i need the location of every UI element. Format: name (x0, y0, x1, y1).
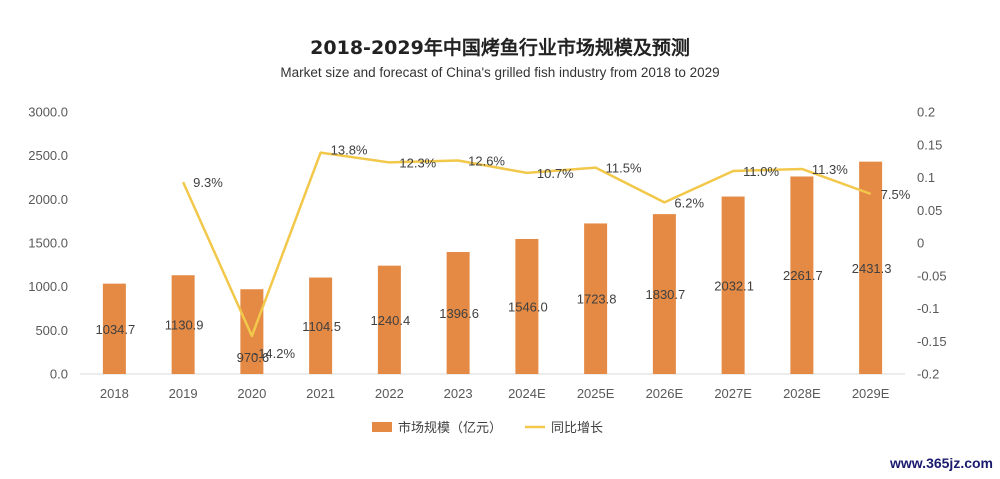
bar (652, 214, 676, 374)
right-axis-tick-label: 0.15 (917, 137, 942, 152)
x-axis-tick-label: 2022 (375, 386, 404, 401)
left-axis-tick-label: 500.0 (35, 323, 68, 338)
bar (171, 275, 195, 374)
left-axis-tick-label: 2500.0 (28, 148, 68, 163)
bar-data-label: 2261.7 (783, 268, 823, 283)
legend-label-bar: 市场规模（亿元） (398, 420, 502, 436)
bar (446, 252, 470, 374)
bar-data-label: 1830.7 (645, 287, 685, 302)
bar-data-label: 1546.0 (508, 299, 548, 314)
left-axis-tick-label: 3000.0 (28, 105, 68, 120)
line-data-label: 11.5% (606, 161, 642, 176)
chart-subtitle: Market size and forecast of China's gril… (280, 65, 720, 80)
line-data-label: 12.6% (468, 153, 505, 168)
x-axis-tick-label: 2026E (646, 386, 684, 401)
line-data-label: 6.2% (674, 195, 704, 210)
bar-data-label: 1240.4 (370, 313, 410, 328)
bar (584, 223, 608, 374)
bar (309, 277, 333, 374)
left-axis-tick-label: 1000.0 (28, 279, 68, 294)
watermark-text: www.365jz.com (889, 455, 993, 471)
bar (721, 196, 745, 374)
growth-line (181, 151, 872, 338)
right-axis-tick-label: 0.2 (917, 105, 935, 120)
right-axis-tick-label: -0.05 (917, 268, 947, 283)
left-axis-tick-label: 1500.0 (28, 236, 68, 251)
line-data-label: -14.2% (254, 346, 296, 361)
line-data-label: 9.3% (193, 175, 223, 190)
bar-data-label: 1396.6 (439, 306, 479, 321)
x-axis-tick-label: 2021 (306, 386, 335, 401)
line-data-label: 11.3% (812, 162, 848, 177)
right-axis-tick-label: -0.2 (917, 367, 939, 382)
bar (790, 176, 814, 374)
right-axis-tick-label: -0.1 (917, 301, 939, 316)
x-axis-tick-label: 2018 (100, 386, 129, 401)
left-axis-tick-label: 0.0 (50, 367, 68, 382)
x-axis-tick-label: 2027E (714, 386, 752, 401)
line-data-label: 12.3% (399, 155, 436, 170)
bar-data-label: 2431.3 (852, 261, 892, 276)
line-data-label: 10.7% (537, 166, 574, 181)
chart-title: 2018-2029年中国烤鱼行业市场规模及预测 (310, 37, 690, 59)
legend-swatch-bar (372, 422, 392, 432)
x-axis-tick-label: 2019 (169, 386, 198, 401)
line-data-label: 11.0% (743, 164, 779, 179)
bar-data-label: 2032.1 (714, 278, 754, 293)
bar-data-label: 1130.9 (165, 318, 204, 333)
x-axis-tick-label: 2023 (444, 386, 473, 401)
bar-data-label: 1723.8 (577, 292, 617, 307)
bar-data-label: 1034.7 (95, 322, 135, 337)
right-axis-tick-label: 0.05 (917, 203, 942, 218)
x-axis-tick-label: 2028E (783, 386, 821, 401)
right-axis-tick-label: -0.15 (917, 334, 947, 349)
bar (240, 289, 264, 374)
bar (377, 265, 401, 374)
bar-data-label: 970.6 (237, 350, 270, 365)
x-axis-tick-label: 2025E (577, 386, 615, 401)
x-axis-tick-label: 2029E (852, 386, 890, 401)
left-axis-tick-label: 2000.0 (28, 192, 68, 207)
line-data-label: 7.5% (881, 187, 911, 202)
bar (102, 283, 126, 374)
line-data-label: 13.8% (331, 143, 368, 158)
bar-data-label: 1104.5 (302, 319, 341, 334)
legend-label-line: 同比增长 (551, 421, 603, 436)
x-axis-tick-label: 2024E (508, 386, 546, 401)
bar (859, 161, 883, 374)
right-axis-tick-label: 0.1 (917, 170, 935, 185)
right-axis-tick-label: 0 (917, 236, 924, 251)
x-axis-tick-label: 2020 (237, 386, 266, 401)
bar (515, 238, 539, 374)
